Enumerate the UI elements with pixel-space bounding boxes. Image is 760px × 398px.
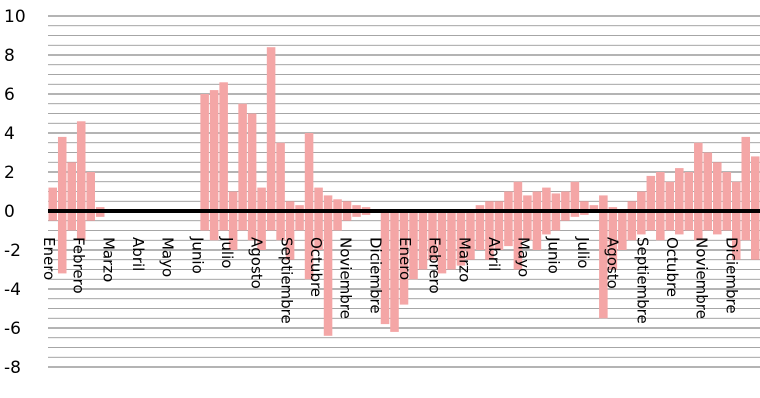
bar (475, 205, 485, 250)
bar (513, 181, 523, 270)
bar (67, 162, 77, 231)
bar (694, 142, 703, 241)
bar (209, 90, 219, 241)
month-label: Enero (40, 237, 58, 280)
bar (437, 211, 447, 274)
bar (580, 201, 589, 215)
y-tick-label: 10 (4, 7, 26, 27)
bar (456, 211, 466, 266)
bar (323, 195, 333, 336)
month-label: Febrero (70, 237, 88, 294)
bar (618, 211, 627, 250)
month-label: Julio (218, 236, 236, 268)
month-label: Noviembre (337, 237, 355, 319)
month-label: Mayo (159, 237, 177, 277)
bar (532, 191, 542, 250)
month-label: Mayo (515, 237, 533, 277)
bar (684, 172, 694, 231)
bar (48, 187, 58, 221)
bar (295, 205, 304, 231)
month-label: Febrero (426, 237, 444, 294)
bar (656, 172, 665, 241)
bar (200, 94, 209, 231)
month-label: Julio (574, 236, 592, 268)
y-tick-label: 2 (4, 163, 15, 183)
month-label: Noviembre (693, 237, 711, 319)
bar (731, 181, 741, 260)
month-label: Agosto (248, 237, 266, 289)
month-label: Octubre (663, 237, 681, 297)
bar (285, 201, 295, 260)
month-label: Abril (129, 237, 147, 271)
bar (304, 133, 314, 280)
bar (750, 156, 760, 260)
bar (494, 201, 504, 250)
y-tick-labels: 10 8 6 4 2 0 -2 -4 -6 -8 (4, 7, 26, 378)
bar (257, 187, 266, 250)
bar (561, 191, 570, 221)
bar (399, 211, 409, 305)
bar (466, 211, 475, 260)
bar (485, 201, 494, 260)
bar (627, 201, 637, 241)
month-label: Octubre (307, 237, 325, 297)
month-label: Agosto (604, 237, 622, 289)
month-label: Septiembre (277, 237, 295, 324)
bar (86, 172, 95, 221)
month-label: Diciembre (366, 237, 384, 314)
bar (57, 136, 67, 274)
y-tick-label: 4 (4, 124, 15, 144)
bar (219, 82, 228, 231)
y-tick-label: 6 (4, 85, 15, 105)
y-tick-label: 0 (4, 202, 15, 222)
bar (703, 152, 713, 231)
bar (409, 211, 418, 280)
month-label: Septiembre (633, 237, 651, 324)
bar (665, 181, 675, 231)
bar (675, 168, 684, 235)
y-tick-label: -8 (4, 358, 21, 378)
bar (608, 207, 618, 270)
month-label: Diciembre (722, 237, 740, 314)
month-label: Marzo (455, 237, 473, 282)
y-tick-label: -6 (4, 319, 21, 339)
bar (276, 142, 285, 241)
bar (390, 211, 399, 332)
bar (314, 187, 323, 250)
bar (504, 191, 513, 247)
bar (238, 103, 247, 231)
month-label: Enero (396, 237, 414, 280)
bar (266, 47, 276, 231)
month-labels: Enero Febrero Marzo Abril Mayo Junio Julio Agos… (40, 236, 740, 324)
bar (713, 162, 722, 235)
bar (570, 181, 580, 217)
month-label: Abril (485, 237, 503, 271)
y-tick-label: -4 (4, 280, 21, 300)
y-tick-label: 8 (4, 46, 15, 66)
bar (447, 211, 456, 270)
bar (228, 191, 238, 250)
bar (247, 113, 257, 241)
bar (428, 211, 437, 260)
month-label: Junio (188, 236, 206, 274)
y-tick-label: -2 (4, 241, 21, 261)
bar (741, 136, 751, 241)
bar (333, 199, 342, 231)
bar (599, 195, 608, 319)
month-label: Junio (544, 236, 562, 274)
bar (646, 175, 656, 231)
bar (418, 211, 428, 270)
bar (722, 172, 732, 231)
month-label: Marzo (99, 237, 117, 282)
bar (523, 195, 532, 241)
bar (380, 211, 390, 325)
bar (76, 121, 86, 241)
